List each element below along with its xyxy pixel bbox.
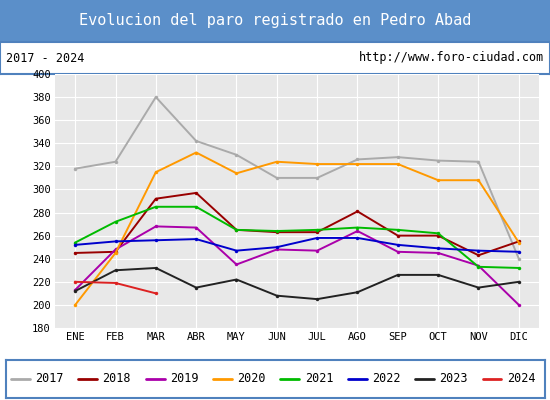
Text: 2017 - 2024: 2017 - 2024 xyxy=(6,52,84,64)
Text: Evolucion del paro registrado en Pedro Abad: Evolucion del paro registrado en Pedro A… xyxy=(79,14,471,28)
Text: 2017: 2017 xyxy=(35,372,64,386)
Text: 2024: 2024 xyxy=(507,372,535,386)
Text: 2020: 2020 xyxy=(237,372,266,386)
Text: 2018: 2018 xyxy=(102,372,131,386)
Text: 2023: 2023 xyxy=(439,372,468,386)
Text: 2019: 2019 xyxy=(170,372,199,386)
Text: http://www.foro-ciudad.com: http://www.foro-ciudad.com xyxy=(359,52,544,64)
Text: 2021: 2021 xyxy=(305,372,333,386)
Text: 2022: 2022 xyxy=(372,372,400,386)
